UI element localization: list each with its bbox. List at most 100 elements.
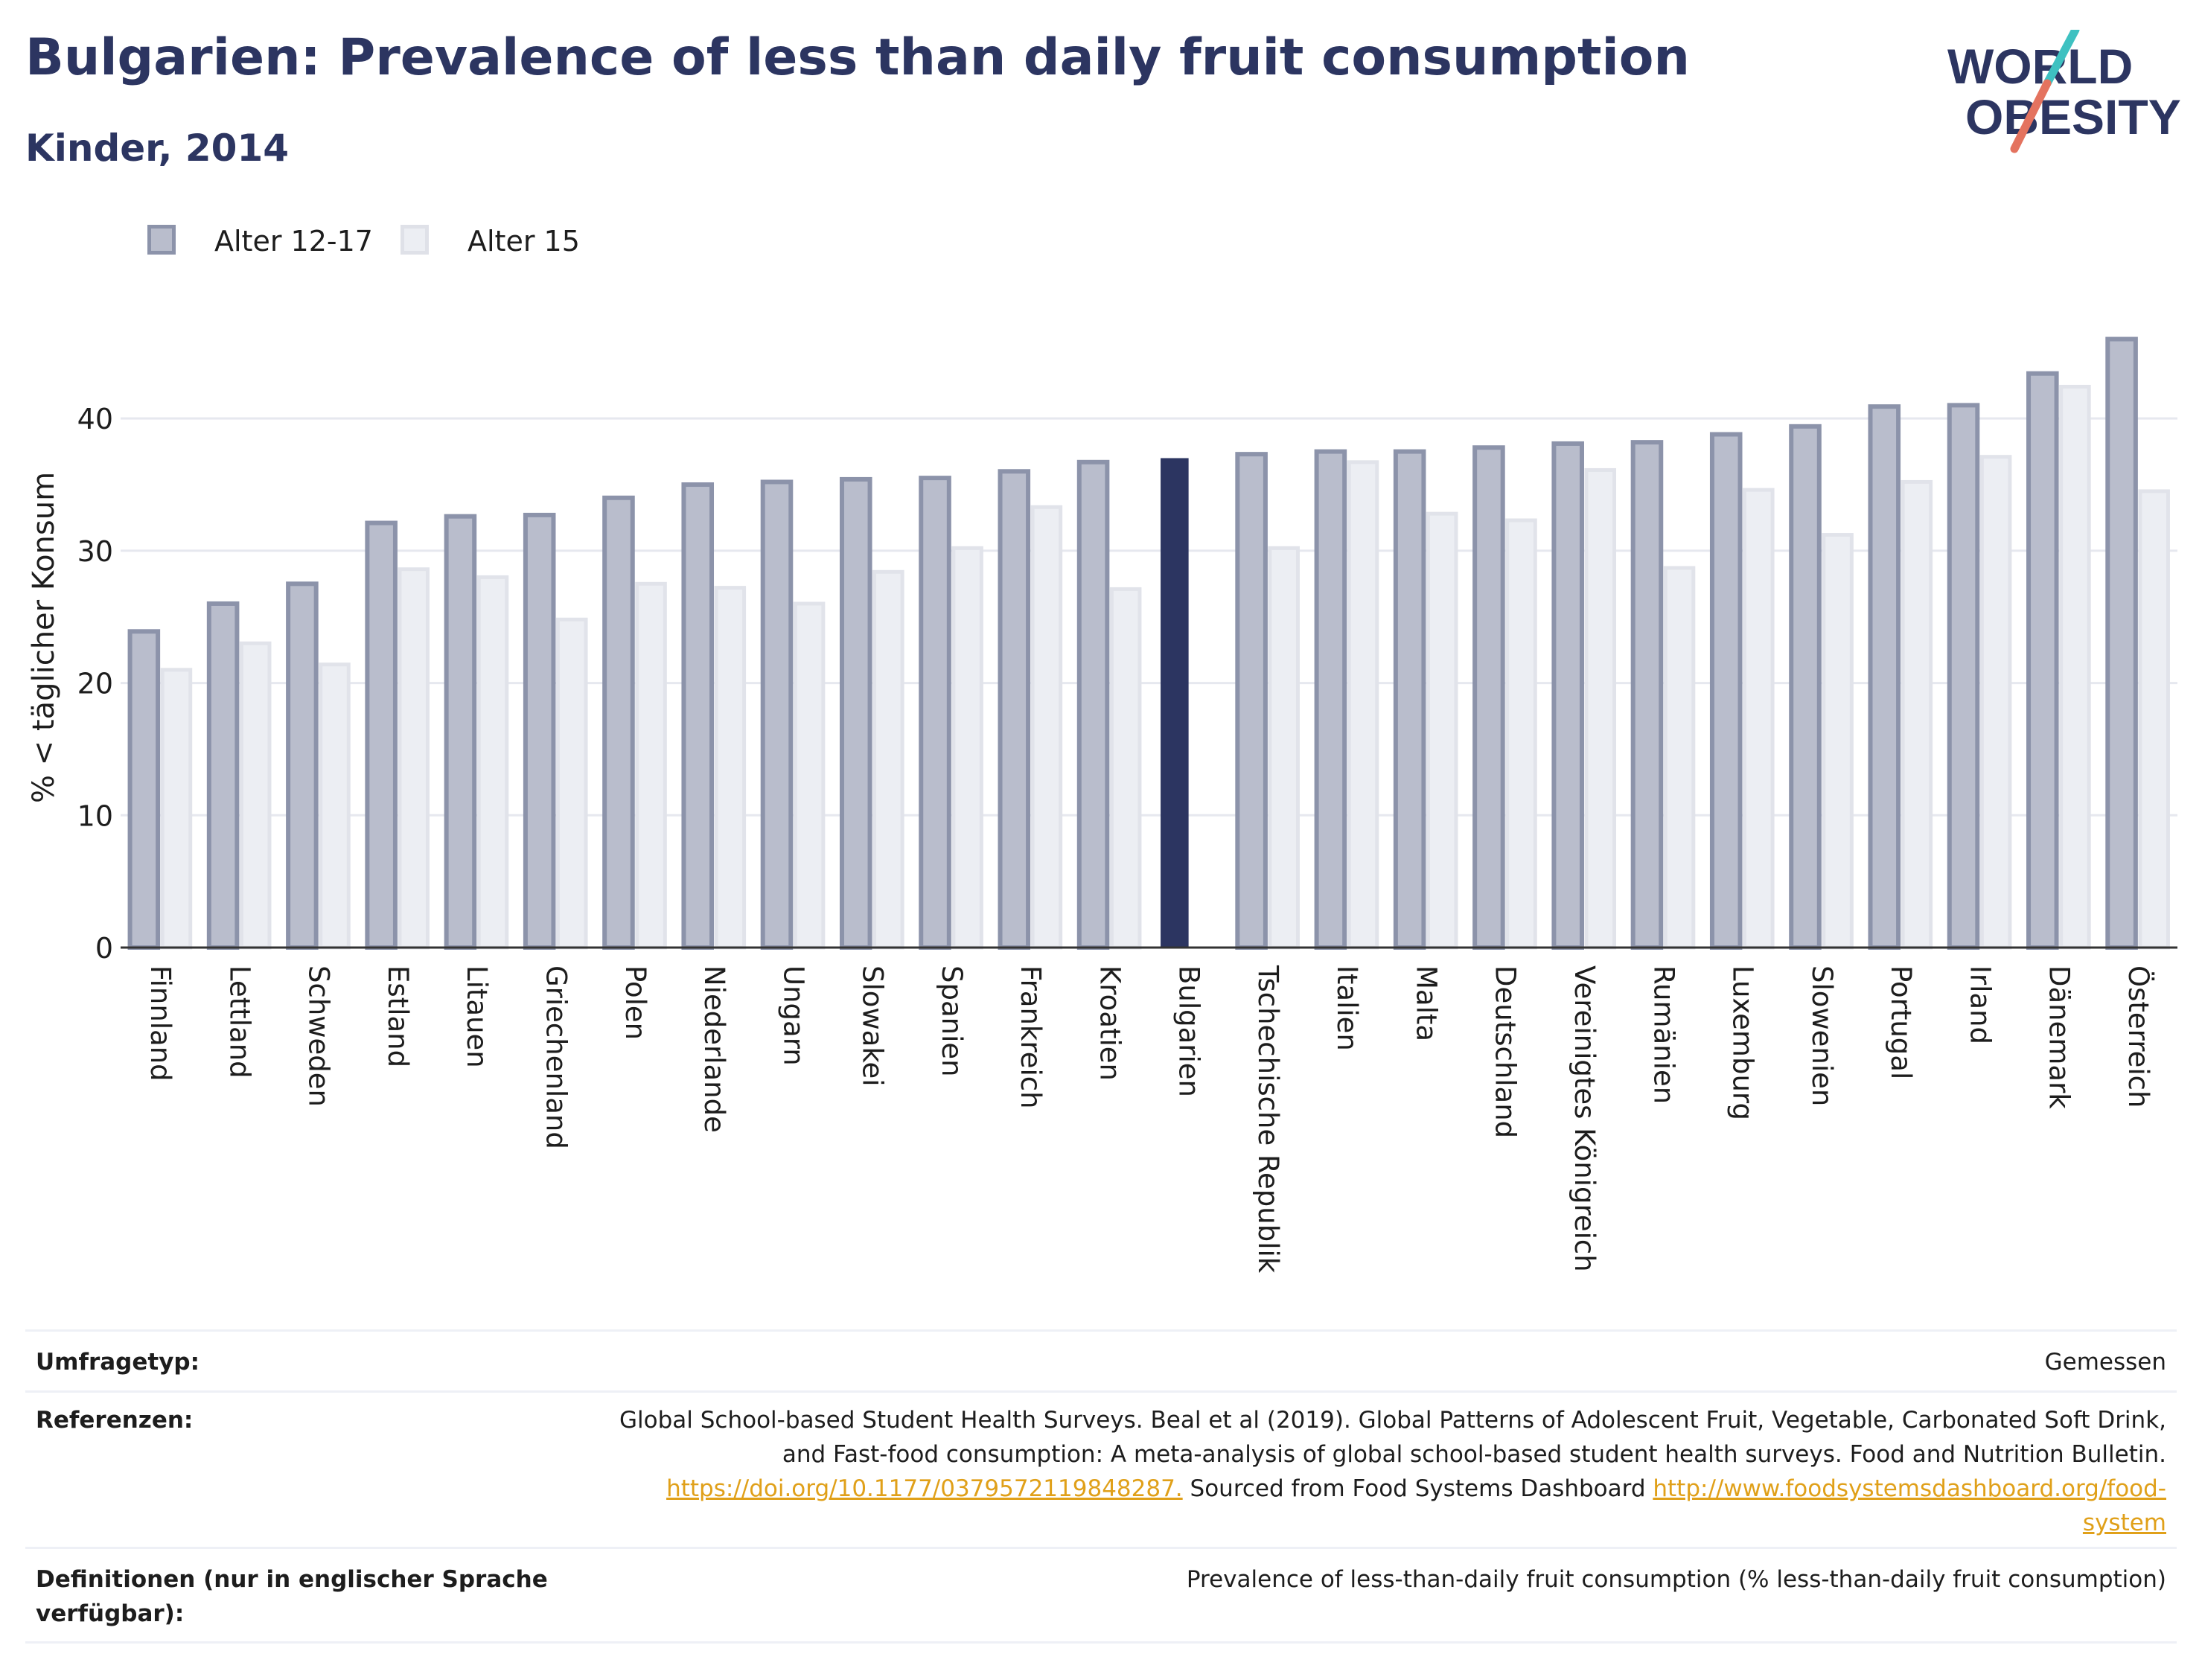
x-tick-label-8: Ungarn <box>777 965 809 1066</box>
page-title: Bulgarien: Prevalence of less than daily… <box>25 28 1690 87</box>
bar-alter15-0 <box>160 668 193 950</box>
bar-alter15-14 <box>1268 546 1300 950</box>
x-tick-label-6: Polen <box>619 965 651 1040</box>
bar-alter15-7 <box>714 586 747 950</box>
bar-alter1217-24 <box>2026 371 2059 950</box>
x-tick-label-25: Österreich <box>2122 965 2154 1108</box>
y-axis-title: % < täglicher Konsum <box>27 472 61 803</box>
y-tick-label-3: 30 <box>77 535 113 568</box>
ref-line-2: and Fast-food consumption: A meta-analys… <box>782 1441 2166 1468</box>
bar-alter15-24 <box>2059 385 2091 950</box>
x-tick-label-15: Italien <box>1331 965 1363 1051</box>
bar-alter1217-20 <box>1709 432 1743 950</box>
bar-alter1217-2 <box>286 581 319 950</box>
logo-line2: OBESITY <box>1965 89 2181 144</box>
bar-alter1217-9 <box>839 476 872 950</box>
bar-alter1217-1 <box>206 601 240 950</box>
bar-alter15-21 <box>1822 533 1854 950</box>
logo-line1: WORLD <box>1947 39 2133 94</box>
x-tick-label-21: Slowenien <box>1806 965 1838 1106</box>
x-tick-label-18: Vereinigtes Königreich <box>1568 965 1601 1272</box>
bar-alter15-2 <box>319 662 351 950</box>
bar-highlight-13 <box>1161 458 1189 948</box>
logo-slash-teal <box>2043 30 2080 88</box>
bar-alter15-12 <box>1109 587 1142 950</box>
bar-alter1217-12 <box>1076 459 1110 950</box>
bar-alter15-19 <box>1663 566 1696 950</box>
bar-alter1217-23 <box>1947 403 1980 950</box>
bar-alter1217-8 <box>760 479 794 950</box>
ref-mid-text: Sourced from Food Systems Dashboard <box>1182 1475 1653 1502</box>
x-tick-label-16: Malta <box>1410 965 1442 1041</box>
x-tick-label-23: Irland <box>1964 965 1996 1044</box>
bar-alter1217-6 <box>602 495 635 950</box>
bar-alter15-10 <box>951 546 983 950</box>
bar-alter1217-4 <box>444 514 477 950</box>
dashboard-link-cont[interactable]: system <box>2082 1510 2166 1536</box>
bar-alter1217-22 <box>1868 404 1901 950</box>
x-tick-label-7: Niederlande <box>698 965 730 1133</box>
dashboard-link[interactable]: http://www.foodsystemsdashboard.org/food… <box>1653 1475 2166 1502</box>
x-tick-label-20: Luxemburg <box>1727 965 1759 1120</box>
y-tick-label-2: 20 <box>77 668 113 700</box>
legend-swatch-series-2 <box>400 225 429 255</box>
x-tick-label-1: Lettland <box>223 965 255 1079</box>
bar-alter15-9 <box>872 569 904 950</box>
meta-row-survey: Umfragetyp: Gemessen <box>25 1329 2177 1393</box>
bar-alter15-8 <box>793 601 826 950</box>
bar-alter15-17 <box>1505 518 1537 950</box>
x-tick-label-22: Portugal <box>1885 965 1917 1079</box>
y-tick-label-0: 0 <box>95 932 113 965</box>
bar-alter1217-25 <box>2105 336 2138 950</box>
ref-line-3: https://doi.org/10.1177/0379572119848287… <box>619 1472 2166 1506</box>
meta-val-definitions: Prevalence of less-than-daily fruit cons… <box>1186 1566 2166 1593</box>
meta-key-references: Referenzen: <box>36 1407 194 1434</box>
x-tick-label-14: Tschechische Republik <box>1252 965 1284 1274</box>
meta-val-references: Global School-based Student Health Surve… <box>619 1403 2166 1540</box>
doi-link[interactable]: https://doi.org/10.1177/0379572119848287… <box>666 1475 1183 1502</box>
meta-row-definitions: Definitionen (nur in englischer Sprache … <box>25 1547 2177 1644</box>
x-tick-label-3: Estland <box>382 965 414 1067</box>
x-tick-label-2: Schweden <box>303 965 335 1107</box>
bar-alter15-1 <box>239 641 272 950</box>
y-tick-label-1: 10 <box>77 799 113 832</box>
bar-alter1217-15 <box>1314 449 1347 950</box>
bar-chart: 0 10 20 30 40 % < täglicher Konsum Finnland Let… <box>27 336 2177 1274</box>
ref-line-1: Global School-based Student Health Surve… <box>619 1407 2166 1434</box>
meta-row-references: Referenzen: Global School-based Student … <box>25 1390 2177 1549</box>
bar-alter15-15 <box>1347 460 1379 950</box>
bar-alter1217-7 <box>681 482 715 950</box>
bar-alter1217-10 <box>919 476 951 950</box>
bar-alter1217-5 <box>523 512 556 950</box>
x-tick-label-13: Bulgarien <box>1173 965 1205 1097</box>
bar-alter1217-17 <box>1472 445 1505 950</box>
bar-alter1217-21 <box>1789 424 1822 950</box>
bar-alter15-20 <box>1743 488 1775 950</box>
bar-alter1217-19 <box>1630 440 1664 950</box>
bar-alter15-23 <box>1979 455 2012 950</box>
logo-slash-coral <box>2010 79 2052 153</box>
x-tick-label-9: Slowakei <box>857 965 889 1087</box>
meta-key-survey: Umfragetyp: <box>36 1349 200 1376</box>
bar-alter15-25 <box>2138 489 2170 950</box>
y-tick-label-4: 40 <box>77 403 113 435</box>
x-tick-label-11: Frankreich <box>1015 965 1047 1109</box>
bar-alter15-11 <box>1030 505 1063 950</box>
legend-label-series-1: Alter 12-17 <box>214 225 373 258</box>
bar-alter1217-11 <box>998 469 1031 950</box>
bar-alter1217-14 <box>1235 452 1268 950</box>
bar-alter15-16 <box>1426 511 1458 950</box>
ref-line-4: system <box>619 1506 2166 1540</box>
x-tick-label-5: Griechenland <box>540 965 572 1149</box>
x-tick-label-17: Deutschland <box>1490 965 1522 1138</box>
bar-alter15-5 <box>555 617 588 950</box>
x-tick-label-10: Spanien <box>936 965 968 1077</box>
bar-alter15-18 <box>1584 467 1617 950</box>
bar-alter1217-0 <box>127 629 161 951</box>
x-tick-label-0: Finnland <box>144 965 176 1082</box>
legend-label-series-2: Alter 15 <box>467 225 580 258</box>
bar-alter1217-3 <box>365 520 398 950</box>
x-tick-label-12: Kroatien <box>1094 965 1126 1081</box>
page-subtitle: Kinder, 2014 <box>25 127 290 170</box>
meta-val-survey: Gemessen <box>2044 1349 2166 1376</box>
